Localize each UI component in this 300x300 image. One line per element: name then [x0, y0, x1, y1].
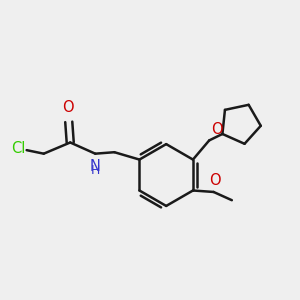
Text: O: O [209, 173, 220, 188]
Text: H: H [91, 164, 100, 177]
Text: O: O [212, 122, 223, 137]
Text: Cl: Cl [11, 141, 25, 156]
Text: N: N [90, 159, 101, 174]
Text: O: O [62, 100, 74, 116]
